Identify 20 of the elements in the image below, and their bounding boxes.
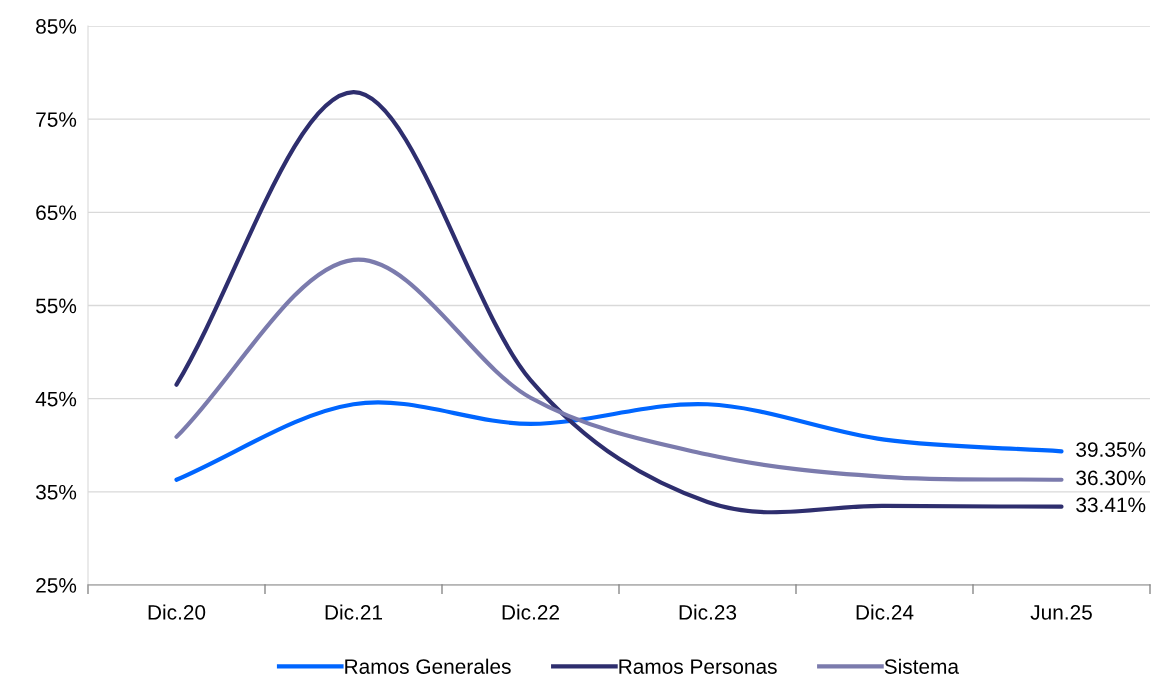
- y-tick-label: 25%: [36, 578, 77, 593]
- x-tick-label: Dic.22: [502, 604, 559, 620]
- y-tick-label: 35%: [35, 484, 77, 500]
- data-label: 36.30%: [1076, 470, 1146, 486]
- x-tick-label: Dic.20: [148, 604, 206, 620]
- y-tick-label: 75%: [36, 112, 77, 127]
- x-tick-label: Dic.21: [325, 604, 383, 620]
- y-tick-label: 45%: [35, 391, 77, 407]
- x-tick-label: Dic.23: [679, 604, 737, 620]
- x-tick-label: Jun.25: [1030, 604, 1092, 620]
- legend-label: Ramos Generales: [345, 658, 511, 674]
- y-tick-label: 55%: [36, 298, 77, 314]
- x-tick-label: Dic.24: [856, 604, 914, 620]
- legend-label: Sistema: [884, 658, 959, 674]
- data-label: 39.35%: [1076, 442, 1146, 457]
- legend-label: Ramos Personas: [619, 659, 777, 674]
- y-tick-label: 85%: [36, 19, 77, 34]
- line-series: [174, 257, 1064, 482]
- data-label: 33.41%: [1076, 497, 1146, 513]
- y-tick-label: 65%: [36, 205, 77, 221]
